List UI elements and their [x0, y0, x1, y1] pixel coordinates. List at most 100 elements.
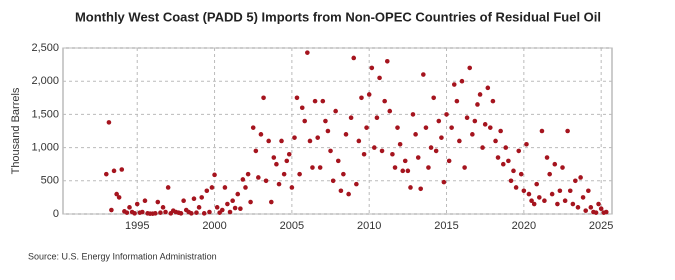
data-point: [227, 209, 233, 215]
data-point: [366, 92, 372, 97]
data-point: [276, 181, 282, 187]
data-point: [374, 115, 380, 121]
data-point: [261, 95, 266, 101]
data-point: [238, 206, 243, 211]
x-tick-label: 2005: [280, 220, 304, 232]
data-point: [482, 122, 488, 127]
data-point: [513, 185, 519, 190]
data-point: [372, 145, 377, 150]
data-point: [503, 145, 509, 150]
data-point: [106, 120, 112, 125]
data-point: [165, 185, 171, 190]
data-point: [470, 132, 475, 137]
chart-title: Monthly West Coast (PADD 5) Imports from…: [75, 9, 601, 24]
data-point: [457, 138, 462, 144]
data-point: [361, 151, 367, 157]
data-point: [531, 201, 537, 207]
y-tick-label: 2,000: [31, 75, 59, 87]
data-point: [232, 205, 238, 211]
data-point: [297, 171, 302, 177]
data-point: [547, 171, 552, 177]
data-point: [116, 195, 122, 200]
data-point: [379, 148, 385, 154]
data-point: [586, 188, 591, 194]
data-point: [518, 171, 524, 177]
data-point: [511, 168, 516, 174]
data-point: [294, 95, 300, 101]
data-point: [219, 207, 225, 213]
x-tick-label: 2015: [434, 220, 458, 232]
data-point: [140, 209, 145, 215]
data-point: [475, 102, 480, 107]
data-point: [194, 210, 199, 215]
data-point: [428, 145, 434, 150]
data-point: [341, 171, 346, 177]
data-point: [258, 132, 264, 137]
data-point: [454, 98, 460, 104]
data-point: [410, 112, 416, 117]
data-point: [274, 161, 279, 167]
data-point: [163, 209, 168, 215]
y-axis-label: Thousand Barrels: [10, 87, 22, 174]
data-point: [315, 135, 321, 140]
data-point: [480, 145, 485, 150]
data-point: [155, 199, 161, 205]
data-point: [506, 158, 511, 164]
data-point: [320, 98, 326, 104]
data-point: [307, 138, 313, 144]
data-point: [201, 211, 207, 216]
data-point: [189, 211, 194, 216]
data-point: [359, 95, 364, 101]
data-point: [348, 115, 354, 121]
x-tick-label: 2020: [512, 220, 536, 232]
data-point: [400, 168, 406, 174]
data-point: [603, 209, 609, 215]
data-point: [402, 158, 408, 164]
data-point: [472, 118, 478, 124]
data-point: [250, 125, 256, 130]
data-point: [508, 178, 514, 184]
data-point: [436, 118, 442, 124]
data-point: [225, 201, 230, 207]
y-tick-label: 0: [53, 208, 59, 220]
data-point: [317, 165, 323, 170]
data-point: [279, 138, 284, 144]
data-point: [178, 211, 184, 216]
data-point: [292, 135, 297, 140]
data-point: [439, 135, 444, 140]
data-point: [596, 201, 601, 207]
data-point: [495, 155, 501, 160]
data-point: [516, 148, 522, 154]
data-point: [222, 185, 228, 190]
data-point: [477, 92, 483, 97]
data-point: [243, 185, 248, 190]
y-tick-label: 1,000: [31, 142, 59, 154]
data-point: [323, 118, 328, 124]
data-point: [565, 128, 570, 134]
data-point: [490, 98, 496, 104]
data-point: [382, 98, 387, 104]
data-point: [397, 141, 403, 147]
data-point: [235, 191, 241, 197]
data-point: [196, 205, 202, 210]
data-point: [330, 178, 336, 184]
data-point: [467, 65, 473, 71]
source-note: Source: U.S. Energy Information Administ…: [28, 251, 217, 261]
data-point: [387, 108, 393, 114]
data-point: [114, 191, 119, 197]
data-point: [446, 158, 452, 164]
data-point: [598, 206, 604, 211]
data-point: [142, 198, 148, 204]
data-point: [377, 75, 382, 81]
data-point: [421, 72, 426, 77]
data-point: [583, 208, 589, 213]
data-point: [104, 171, 109, 177]
data-point: [580, 195, 586, 200]
data-point: [444, 112, 449, 117]
data-point: [256, 175, 261, 180]
data-point: [212, 172, 217, 178]
data-point: [534, 181, 539, 187]
data-point: [562, 198, 568, 204]
data-point: [286, 151, 292, 157]
data-point: [567, 188, 573, 194]
